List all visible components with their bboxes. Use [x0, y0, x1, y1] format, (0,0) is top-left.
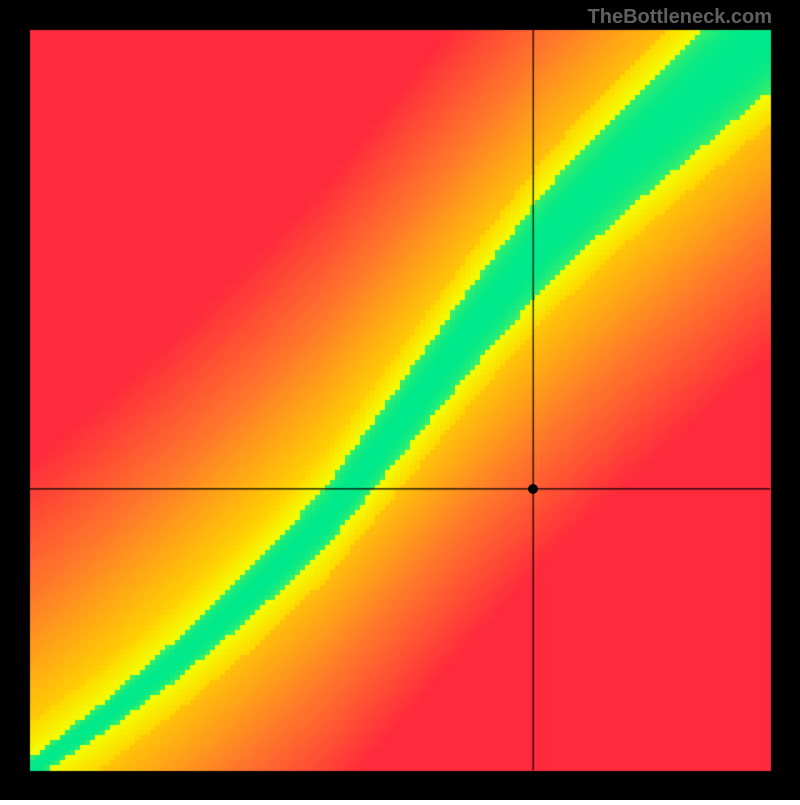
- chart-container: TheBottleneck.com: [0, 0, 800, 800]
- attribution-label: TheBottleneck.com: [588, 6, 772, 29]
- heatmap-canvas: [0, 0, 800, 800]
- crosshair-dot: [528, 484, 538, 494]
